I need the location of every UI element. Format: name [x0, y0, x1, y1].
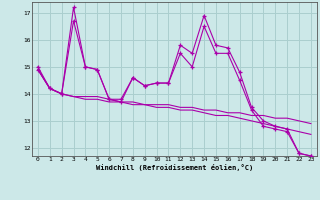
X-axis label: Windchill (Refroidissement éolien,°C): Windchill (Refroidissement éolien,°C): [96, 164, 253, 171]
